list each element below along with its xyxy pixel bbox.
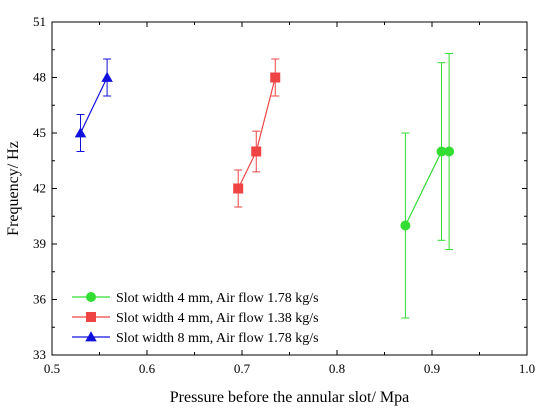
data-point: [74, 127, 87, 138]
series-line: [404, 150, 450, 226]
series-1: [400, 52, 455, 319]
y-tick-label: 39: [33, 236, 46, 251]
y-tick-label: 51: [33, 14, 46, 29]
legend: Slot width 4 mm, Air flow 1.78 kg/s Slot …: [72, 291, 319, 346]
series-2: [233, 58, 281, 208]
legend-marker: [86, 292, 96, 302]
legend-item-2: Slot width 4 mm, Air flow 1.38 kg/s: [72, 311, 319, 326]
data-point: [251, 146, 262, 157]
data-point: [400, 220, 411, 231]
axes: 0.5 0.6 0.7 0.8 0.9 1.0 33 36 39 42 45 48 51: [33, 14, 535, 376]
legend-marker: [85, 331, 97, 342]
x-tick-label: 1.0: [519, 361, 535, 376]
x-tick-label: 0.5: [44, 361, 60, 376]
x-axis-title: Pressure before the annular slot/ Mpa: [170, 389, 409, 406]
data-point: [444, 146, 455, 157]
y-tick-label: 33: [33, 347, 46, 362]
series-3: [74, 58, 113, 152]
series-line: [79, 77, 108, 134]
series-layer: [74, 52, 455, 319]
x-tick-label: 0.6: [139, 361, 156, 376]
y-tick-label: 36: [33, 292, 47, 307]
y-tick-label: 45: [33, 125, 46, 140]
y-tick-label: 48: [33, 70, 46, 85]
y-axis-title: Frequency/ Hz: [5, 141, 22, 236]
data-point: [270, 72, 281, 83]
legend-label: Slot width 8 mm, Air flow 1.78 kg/s: [116, 331, 319, 346]
legend-label: Slot width 4 mm, Air flow 1.38 kg/s: [116, 311, 319, 326]
data-point: [436, 146, 447, 157]
x-tick-label: 0.7: [234, 361, 251, 376]
legend-marker: [86, 312, 96, 322]
data-point: [233, 183, 244, 194]
y-tick-label: 42: [33, 181, 46, 196]
legend-label: Slot width 4 mm, Air flow 1.78 kg/s: [116, 291, 319, 306]
legend-item-3: Slot width 8 mm, Air flow 1.78 kg/s: [72, 331, 319, 346]
legend-item-1: Slot width 4 mm, Air flow 1.78 kg/s: [72, 291, 319, 306]
x-tick-label: 0.9: [424, 361, 440, 376]
data-point: [101, 71, 113, 82]
x-tick-label: 0.8: [329, 361, 345, 376]
